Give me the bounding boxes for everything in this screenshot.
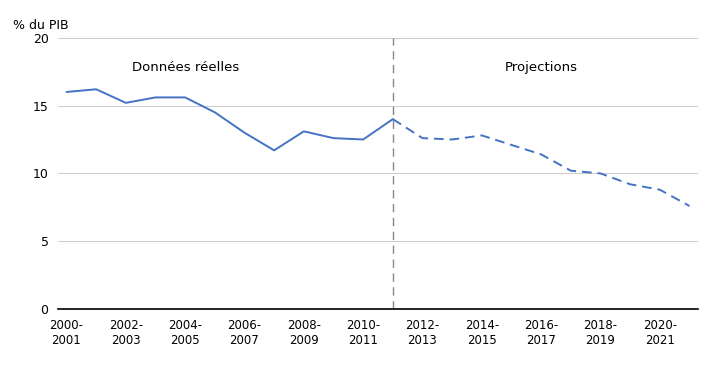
Text: Projections: Projections	[505, 61, 577, 74]
Text: % du PIB: % du PIB	[13, 19, 68, 32]
Text: Données réelles: Données réelles	[132, 61, 239, 74]
